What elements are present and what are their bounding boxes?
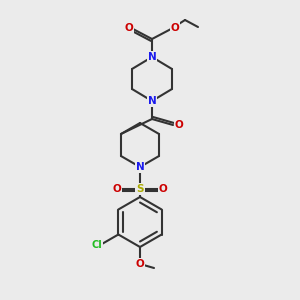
Text: O: O — [124, 23, 134, 33]
Text: S: S — [136, 184, 144, 194]
Text: O: O — [171, 23, 179, 33]
Text: O: O — [175, 120, 183, 130]
Text: O: O — [112, 184, 122, 194]
Text: N: N — [136, 162, 144, 172]
Text: N: N — [148, 96, 156, 106]
Text: O: O — [136, 259, 144, 269]
Text: N: N — [148, 52, 156, 62]
Text: Cl: Cl — [92, 241, 102, 250]
Text: O: O — [159, 184, 167, 194]
